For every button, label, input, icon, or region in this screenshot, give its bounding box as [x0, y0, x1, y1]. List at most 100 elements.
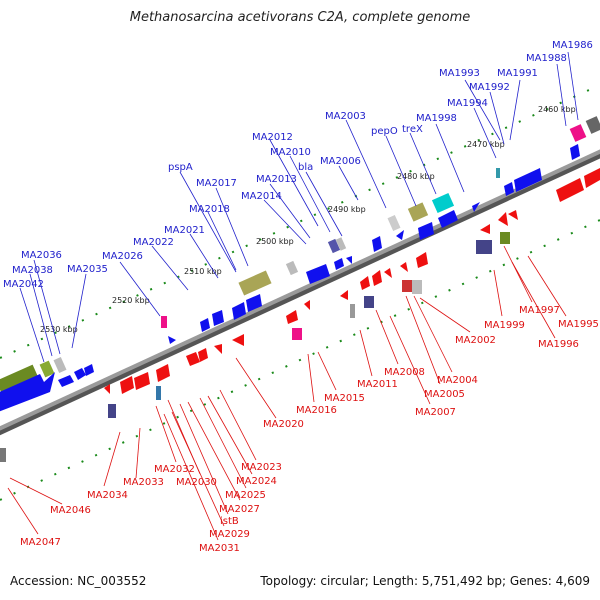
gene-label: MA2047 [20, 537, 61, 548]
gene-block [416, 252, 428, 268]
gene-block [438, 210, 458, 228]
gene-MA2014 [306, 264, 330, 284]
gene-label: MA2012 [252, 132, 293, 143]
gene-label: MA2008 [384, 367, 425, 378]
gene-label: MA2042 [3, 279, 44, 290]
gene-block [232, 302, 246, 320]
gene-label: MA2013 [256, 174, 297, 185]
gene-block [246, 294, 262, 312]
gene-MA1997 [500, 232, 510, 244]
gene-block [74, 368, 86, 380]
tick-label: 2460 kbp [538, 105, 576, 114]
gene-block [372, 270, 382, 286]
gene-block [514, 168, 542, 192]
tick-label: 2500 kbp [256, 237, 294, 246]
gene-MA2017 [285, 260, 299, 276]
tick-labels: 2460 kbp 2470 kbp 2480 kbp 2490 kbp 2500… [40, 105, 576, 334]
gene-block [214, 344, 222, 354]
gene-MA2018 [238, 270, 272, 296]
tick-label: 2530 kbp [40, 325, 78, 334]
gene-label: MA2046 [50, 505, 91, 516]
gene-MA2047 [0, 448, 6, 462]
gene-label: MA2023 [241, 462, 282, 473]
gene-MA1998 [431, 192, 455, 214]
tick-label: 2520 kbp [112, 296, 150, 305]
gene-block [198, 348, 208, 362]
accession-text: Accession: NC_003552 [10, 574, 147, 588]
gene-label: MA1997 [519, 305, 560, 316]
gene-block [84, 364, 94, 376]
gene-block [384, 268, 392, 278]
gene-MA1986 [585, 116, 600, 134]
gene-MA2036 [53, 356, 67, 374]
forward-labels: MA1986 MA1988 MA1991 MA1993 MA1992 MA199… [3, 40, 593, 290]
gene-label: treX [402, 124, 423, 135]
gene-block [372, 236, 382, 252]
gene-MA2035 [0, 372, 55, 412]
gene-MA2011 [350, 304, 355, 318]
gene-label: MA2005 [424, 389, 465, 400]
gene-label: MA2024 [236, 476, 277, 487]
gene-label: MA1995 [558, 319, 599, 330]
gene-block [120, 376, 134, 394]
gene-label: MA2017 [196, 178, 237, 189]
gene-label: MA2015 [324, 393, 365, 404]
gene-label: MA1994 [447, 98, 488, 109]
gene-label: MA2020 [263, 419, 304, 430]
gene-block [304, 300, 310, 310]
gene-block [504, 182, 514, 196]
gene-MA1999 [476, 240, 492, 254]
backbone-shadow [0, 150, 600, 436]
gene-block [360, 276, 370, 290]
gene-label: MA1986 [552, 40, 593, 51]
gene-label: MA1999 [484, 320, 525, 331]
gene-block [212, 310, 224, 326]
gene-block [104, 384, 110, 394]
gene-label: MA2002 [455, 335, 496, 346]
gene-label: MA2026 [102, 251, 143, 262]
gene-label: MA1988 [526, 53, 567, 64]
gene-label: MA2036 [21, 250, 62, 261]
gene-block [58, 375, 74, 387]
gene-label: MA2011 [357, 379, 398, 390]
gene-pepO [387, 214, 401, 232]
gene-label: MA2018 [189, 204, 230, 215]
gene-label: bla [298, 162, 313, 173]
gene-label: MA2032 [154, 464, 195, 475]
gene-MA2020 [232, 334, 244, 346]
gene-label: MA1993 [439, 68, 480, 79]
gene-label: MA2014 [241, 191, 282, 202]
gene-label: MA1998 [416, 113, 457, 124]
gene-block [584, 168, 600, 188]
gene-MA2005 [412, 280, 422, 294]
gene-treX [407, 202, 429, 222]
gene-label: pepO [371, 126, 398, 137]
gene-label: MA1996 [538, 339, 579, 350]
gene-MA2026 [161, 316, 167, 328]
gene-MA2034 [108, 404, 116, 418]
gene-MA1988 [569, 124, 587, 142]
forward-features [0, 116, 600, 412]
reverse-labels: MA1995 MA1996 MA1997 MA1999 MA2002 MA200… [20, 305, 599, 554]
forward-connectors [19, 51, 579, 363]
gene-label: MA2033 [123, 477, 164, 488]
forward-outer-guide [0, 84, 600, 359]
gene-label: MA2016 [296, 405, 337, 416]
gene-block [156, 364, 170, 382]
reverse-features [0, 168, 600, 462]
gene-label: MA2021 [164, 225, 205, 236]
gene-block [186, 352, 200, 366]
gene-label: MA2031 [199, 543, 240, 554]
gene-label: MA2022 [133, 237, 174, 248]
gene-label: MA2030 [176, 477, 217, 488]
gene-label: MA2004 [437, 375, 478, 386]
gene-MA2038 [39, 360, 55, 378]
gene-block [570, 144, 580, 160]
gene-label: MA2007 [415, 407, 456, 418]
gene-block [200, 318, 210, 332]
gene-MA2010 [335, 237, 347, 251]
gene-label: pspA [168, 162, 193, 173]
gene-block [498, 212, 508, 226]
gene-MA2012 [327, 238, 341, 254]
